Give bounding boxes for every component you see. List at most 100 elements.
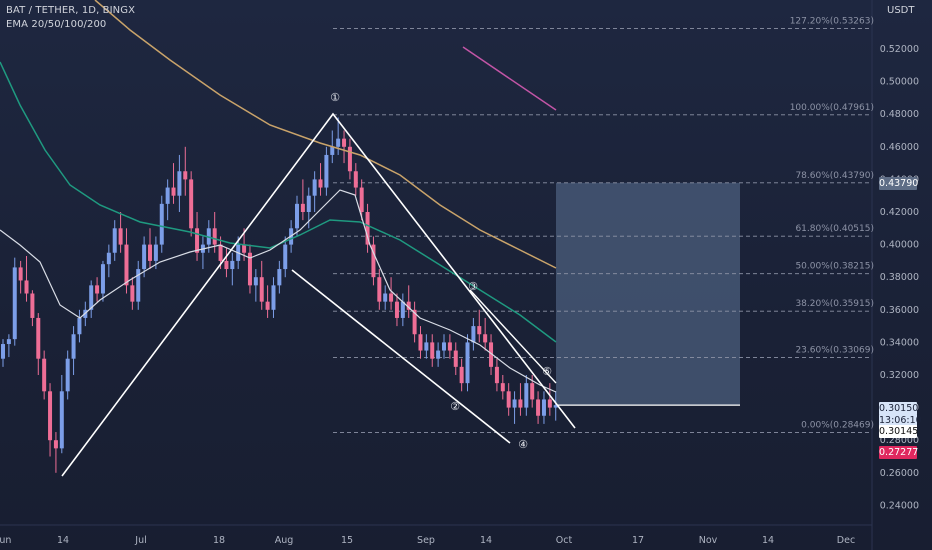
ema20-line (0, 189, 557, 393)
x-tick-label: Oct (556, 535, 573, 546)
y-tick-label: 0.42000 (880, 207, 919, 218)
candle-body (59, 391, 64, 449)
candle-body (6, 339, 11, 345)
candle-body (324, 154, 329, 188)
candle-body (124, 244, 129, 286)
candle-body (265, 301, 270, 310)
candle-body (189, 179, 194, 229)
candle-body (306, 195, 311, 212)
x-tick-label: Dec (837, 535, 855, 546)
candle-body (242, 244, 247, 253)
candle-body (95, 285, 100, 294)
wave-label: ④ (518, 438, 528, 451)
candle-body (541, 399, 546, 416)
x-tick-label: 14 (762, 535, 774, 546)
currency-label: USDT (887, 5, 915, 16)
y-tick-label: 0.38000 (880, 272, 919, 283)
candle-body (500, 383, 505, 392)
candle-body (465, 342, 470, 384)
candle-body (48, 391, 53, 441)
candle-body (259, 277, 264, 302)
candle-body (136, 269, 141, 302)
candle-body (412, 309, 417, 335)
ema100-line (94, 0, 557, 269)
candle-body (183, 171, 188, 180)
candle-body (295, 203, 299, 229)
candle-body (377, 277, 382, 302)
candle-body (130, 285, 135, 302)
candle-body (153, 244, 158, 261)
y-tick-label: 0.46000 (880, 142, 919, 153)
candle-body (300, 203, 305, 212)
wave-line-3-5 (469, 289, 557, 384)
candle-body (177, 171, 182, 196)
y-tick-label: 0.26000 (880, 468, 919, 479)
candle-body (77, 317, 82, 335)
x-tick-label: Sep (417, 535, 435, 546)
x-tick-label: 15 (341, 535, 353, 546)
y-tick-label: 0.34000 (880, 337, 919, 348)
candle-body (330, 146, 335, 155)
candle-body (383, 293, 388, 302)
candle-body (195, 228, 200, 253)
wave-label: ⑤ (542, 365, 552, 378)
fib-level-label: 78.60%(0.43790) (795, 171, 874, 181)
x-tick-label: 18 (213, 535, 225, 546)
ema50-line (0, 61, 557, 343)
candle-body (24, 280, 29, 294)
candle-body (12, 267, 17, 340)
fib-level-label: 61.80%(0.40515) (795, 224, 874, 234)
candle-body (312, 179, 317, 196)
candle-body (347, 146, 352, 172)
candle-body (142, 244, 147, 270)
fib-level-label: 100.00%(0.47961) (790, 103, 874, 113)
candle-body (277, 269, 282, 286)
candle-body (42, 358, 47, 392)
candle-body (477, 326, 482, 335)
candle-body (148, 244, 152, 261)
candle-body (100, 264, 105, 294)
x-tick-label: Jun (0, 535, 11, 546)
candle-body (106, 252, 111, 265)
x-tick-label: Nov (699, 535, 718, 546)
candle-body (218, 244, 223, 261)
candle-body (424, 342, 429, 351)
candle-body (318, 179, 323, 188)
candle-body (30, 293, 35, 318)
last-price-tag: 0.30150 (879, 402, 919, 415)
candle-body (359, 187, 364, 212)
candle-body (159, 203, 164, 245)
candle-body (165, 187, 170, 204)
ema200-line (462, 46, 557, 111)
wave-label: ① (330, 91, 340, 104)
chart-title: BAT / TETHER, 1D, BINGX (6, 5, 136, 16)
x-tick-label: 14 (57, 535, 69, 546)
candle-body (442, 342, 446, 351)
countdown-tag: 13:06:10 (879, 414, 922, 427)
y-tick-label: 0.48000 (880, 109, 919, 120)
wave-label: ③ (468, 280, 478, 293)
candle-body (459, 366, 464, 384)
candle-body (524, 383, 529, 408)
x-tick-label: 14 (480, 535, 492, 546)
candle-body (518, 399, 523, 408)
candle-body (342, 138, 347, 147)
candle-body (389, 293, 394, 302)
candle-body (283, 244, 288, 270)
candle-body (253, 277, 258, 286)
candle-body (436, 350, 441, 359)
y-tick-label: 0.24000 (880, 500, 919, 511)
target-price-tag: 0.43790 (879, 177, 919, 190)
candle-body (89, 285, 94, 310)
fib-level-label: 50.00%(0.38215) (795, 262, 874, 272)
wave-pattern-line (61, 112, 576, 477)
y-tick-label: 0.40000 (880, 240, 919, 251)
candle-body (171, 187, 176, 196)
indicator-legend: EMA 20/50/100/200 (6, 19, 107, 30)
candle-body (271, 285, 276, 310)
fib-level-label: 0.00%(0.28469) (801, 421, 874, 431)
y-tick-label: 0.50000 (880, 77, 919, 88)
candle-body (1, 344, 5, 359)
